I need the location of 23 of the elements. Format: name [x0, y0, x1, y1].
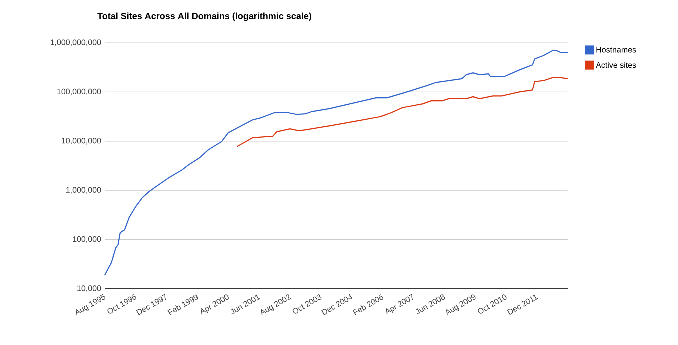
x-tick-label: Dec 1997 — [136, 294, 166, 316]
legend-label: Hostnames — [596, 47, 636, 53]
x-tick-label: Jun 2001 — [230, 294, 260, 315]
legend-label: Active sites — [596, 62, 636, 68]
line-series — [104, 50, 569, 276]
x-tick-label: Aug 1995 — [76, 294, 106, 316]
y-tick-label: 10,000 — [78, 286, 102, 292]
chart-title: Total Sites Across All Domains (logarithmic scale) — [98, 12, 312, 22]
y-tick-label: 100,000 — [73, 236, 102, 244]
x-tick-label: Apr 2007 — [386, 294, 414, 315]
y-tick-label: 1,000,000,000 — [50, 40, 102, 46]
y-tick-label: 10,000,000 — [62, 138, 102, 145]
x-tick-label: Apr 2000 — [201, 294, 229, 315]
x-tick-label: Feb 1999 — [168, 294, 198, 316]
x-tick-label: Dec 2004 — [322, 294, 353, 316]
x-tick-label: Aug 2009 — [446, 294, 476, 316]
line-series — [236, 77, 569, 148]
y-tick-label: 100,000,000 — [58, 88, 102, 96]
x-tick-label: Feb 2006 — [352, 294, 384, 316]
x-tick-label: Jun 2008 — [416, 294, 446, 315]
y-tick-label: 1,000,000 — [66, 187, 102, 194]
x-tick-label: Aug 2002 — [261, 294, 292, 316]
x-tick-label: Dec 2011 — [507, 294, 538, 316]
